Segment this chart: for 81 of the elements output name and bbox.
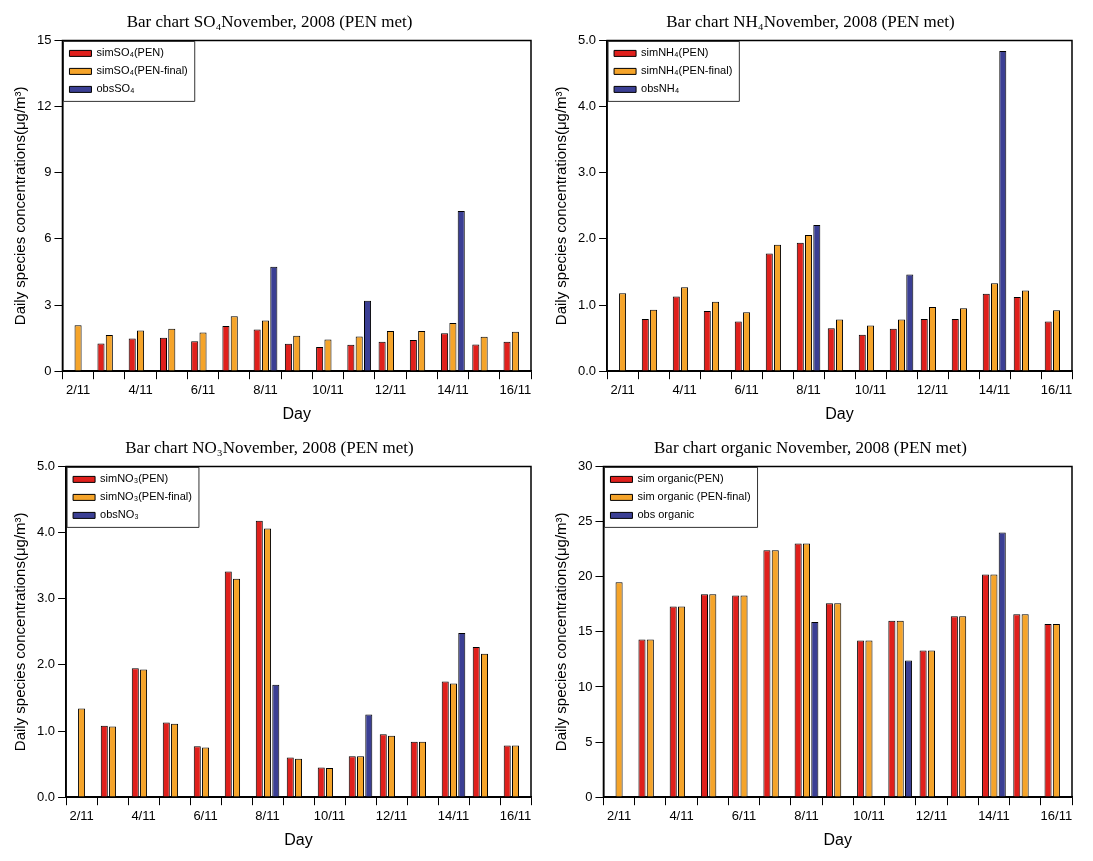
x-tick-label: 2/11 (610, 381, 635, 397)
legend-label: sim organic (PEN-final) (637, 490, 751, 503)
x-tick-label: 14/11 (437, 381, 469, 397)
chart-title: Bar chart SO₄November, 2008 (PEN met) (126, 11, 413, 31)
x-tick-label: 6/11 (731, 807, 757, 823)
x-tick-label: 6/11 (193, 807, 218, 823)
y-axis-title: Daily species concentrations(μg/m³) (552, 512, 570, 752)
legend-label: sim organic(PEN) (637, 472, 724, 485)
y-tick-label: 5 (585, 733, 593, 749)
x-tick-label: 6/11 (734, 381, 759, 397)
x-tick-label: 8/11 (253, 381, 278, 397)
y-tick-label: 0 (44, 362, 52, 378)
chart-title: Bar chart NO₃November, 2008 (PEN met) (125, 437, 414, 457)
legend-label: simNO₃(PEN-final) (100, 490, 192, 503)
legend-label: obsNO₃ (100, 508, 139, 521)
y-tick-label: 1.0 (36, 722, 56, 738)
y-tick-label: 3 (44, 296, 52, 312)
x-tick-label: 10/11 (313, 807, 346, 823)
y-tick-label: 4.0 (36, 524, 56, 540)
x-axis-title: Day (825, 404, 854, 422)
y-tick-label: 0.0 (577, 362, 597, 378)
x-tick-label: 4/11 (128, 381, 153, 397)
x-tick-label: 16/11 (1040, 807, 1073, 823)
y-tick-label: 25 (577, 513, 593, 529)
x-axis-title: Day (282, 404, 311, 422)
x-tick-label: 16/11 (499, 381, 532, 397)
y-tick-label: 15 (577, 623, 593, 639)
legend-label: simSO₄(PEN-final) (96, 64, 188, 77)
y-tick-label: 0.0 (36, 788, 56, 804)
legend-label: simNH₄(PEN) (641, 46, 709, 59)
y-tick-label: 30 (577, 457, 593, 473)
y-tick-label: 1.0 (577, 296, 597, 312)
x-tick-label: 14/11 (978, 381, 1011, 397)
y-tick-label: 2.0 (36, 656, 56, 672)
legend-label: simNH₄(PEN-final) (641, 64, 733, 77)
y-tick-label: 15 (36, 31, 52, 47)
y-axis-title: Daily species concentrations(μg/m³) (11, 86, 29, 326)
x-tick-label: 8/11 (796, 381, 821, 397)
x-tick-label: 12/11 (375, 807, 408, 823)
legend-label: simSO₄(PEN) (96, 46, 164, 59)
y-tick-label: 6 (44, 230, 52, 246)
x-axis-title: Day (284, 830, 313, 848)
y-axis-title: Daily species concentrations(μg/m³) (552, 86, 570, 326)
legend-label: obsSO₄ (96, 82, 136, 95)
x-tick-label: 10/11 (853, 807, 885, 823)
y-axis-title: Daily species concentrations(μg/m³) (11, 512, 29, 752)
y-tick-label: 9 (44, 164, 52, 180)
x-tick-label: 14/11 (978, 807, 1010, 823)
chart-title: Bar chart organic November, 2008 (PEN met) (654, 437, 967, 457)
y-tick-label: 5.0 (577, 31, 597, 47)
x-tick-label: 10/11 (312, 381, 344, 397)
x-tick-label: 4/11 (672, 381, 697, 397)
y-tick-label: 10 (577, 678, 593, 694)
y-tick-label: 3.0 (36, 590, 56, 606)
x-tick-label: 8/11 (255, 807, 280, 823)
x-tick-label: 16/11 (499, 807, 532, 823)
x-tick-label: 4/11 (131, 807, 156, 823)
x-tick-label: 10/11 (854, 381, 887, 397)
x-tick-label: 8/11 (794, 807, 819, 823)
x-tick-label: 2/11 (606, 807, 632, 823)
x-tick-label: 2/11 (65, 381, 91, 397)
x-tick-label: 12/11 (374, 381, 407, 397)
legend-label: obsNH₄ (641, 82, 680, 95)
y-tick-label: 0 (585, 788, 593, 804)
x-tick-label: 6/11 (190, 381, 216, 397)
legend-label: simNO₃(PEN) (100, 472, 169, 485)
y-tick-label: 4.0 (577, 98, 597, 114)
x-tick-label: 12/11 (916, 381, 949, 397)
y-tick-label: 5.0 (36, 457, 56, 473)
chart-title: Bar chart NH₄November, 2008 (PEN met) (666, 11, 955, 31)
x-tick-label: 16/11 (1040, 381, 1073, 397)
x-tick-label: 4/11 (669, 807, 694, 823)
legend-label: obs organic (637, 508, 695, 521)
x-tick-label: 2/11 (69, 807, 94, 823)
y-tick-label: 2.0 (577, 230, 597, 246)
y-tick-label: 20 (577, 568, 593, 584)
x-tick-label: 14/11 (437, 807, 470, 823)
y-tick-label: 3.0 (577, 164, 597, 180)
y-tick-label: 12 (36, 98, 52, 114)
x-axis-title: Day (823, 830, 852, 848)
x-tick-label: 12/11 (915, 807, 948, 823)
